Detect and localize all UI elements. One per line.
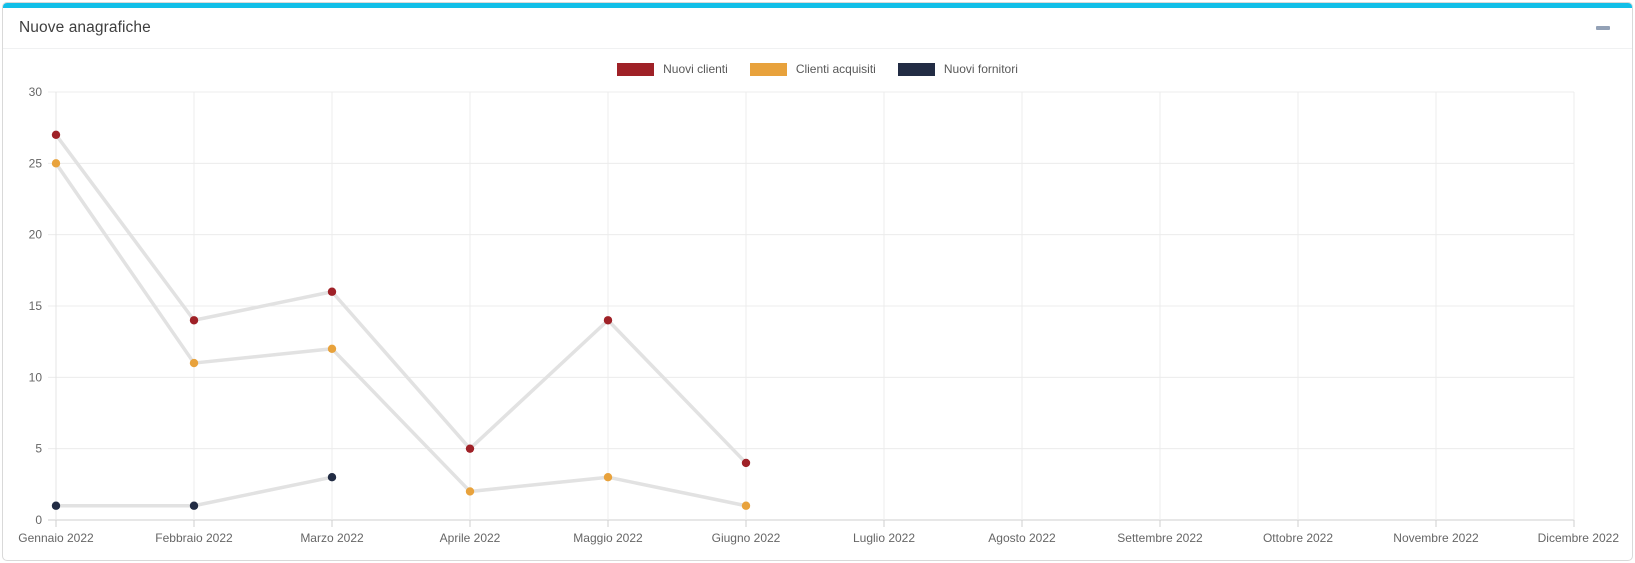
series-line-segment xyxy=(54,161,196,365)
data-point[interactable] xyxy=(465,487,475,496)
series-line-segment xyxy=(606,318,748,465)
legend-label: Nuovi fornitori xyxy=(943,62,1018,76)
x-axis-label: Dicembre 2022 xyxy=(1538,531,1620,545)
y-axis-tick-label: 10 xyxy=(29,370,43,384)
legend-item[interactable]: Clienti acquisiti xyxy=(749,62,876,76)
data-point[interactable] xyxy=(189,358,199,368)
y-axis-tick-label: 30 xyxy=(29,85,43,99)
series-line-segment xyxy=(606,475,748,508)
chart-canvas: 0 5 10 15 20 25 30 Gennaio 2022 Febbraio 2022 Mar… xyxy=(18,85,1620,545)
x-axis-label: Ottobre 2022 xyxy=(1263,531,1333,545)
minimize-dash-icon xyxy=(1596,26,1610,30)
collapse-panel-button[interactable] xyxy=(1592,22,1614,34)
data-point[interactable] xyxy=(51,501,61,510)
x-axis-label: Settembre 2022 xyxy=(1117,531,1203,545)
legend-label: Clienti acquisiti xyxy=(795,62,876,76)
series-line-segment xyxy=(330,289,472,451)
panel-header: Nuove anagrafiche xyxy=(3,8,1632,49)
data-point[interactable] xyxy=(189,316,199,325)
data-point[interactable] xyxy=(51,159,61,168)
x-axis-label: Agosto 2022 xyxy=(988,531,1056,545)
line-chart: Nuovi clienti Clienti acquisiti Nuovi forn… xyxy=(3,49,1632,559)
legend-swatch xyxy=(897,62,935,76)
legend-swatch xyxy=(749,62,787,76)
data-point[interactable] xyxy=(603,316,613,325)
y-axis-tick-label: 5 xyxy=(35,442,42,456)
y-axis-tick-label: 20 xyxy=(29,228,43,242)
x-axis-label: Luglio 2022 xyxy=(853,531,915,545)
series-line-segment xyxy=(192,475,334,508)
data-point[interactable] xyxy=(603,473,613,482)
series-line-segment xyxy=(192,289,334,323)
panel-title: Nuove anagrafiche xyxy=(19,19,151,36)
y-axis-tick-label: 15 xyxy=(29,299,43,313)
data-point[interactable] xyxy=(741,458,751,468)
data-point[interactable] xyxy=(327,473,337,482)
data-point[interactable] xyxy=(465,444,475,453)
legend-item[interactable]: Nuovi fornitori xyxy=(897,62,1018,76)
series-line-segment xyxy=(54,133,196,323)
y-axis-tick-label: 25 xyxy=(29,156,43,170)
series-line-segment xyxy=(468,475,610,494)
data-point[interactable] xyxy=(189,501,199,510)
data-point[interactable] xyxy=(327,344,337,353)
y-axis-tick-label: 0 xyxy=(35,513,42,527)
x-axis-label: Novembre 2022 xyxy=(1393,531,1479,545)
x-axis-label: Gennaio 2022 xyxy=(18,531,94,545)
data-point[interactable] xyxy=(51,130,61,139)
series-line-segment xyxy=(330,347,472,494)
panel-accent-bar xyxy=(3,3,1632,8)
legend-item[interactable]: Nuovi clienti xyxy=(617,62,728,76)
data-point[interactable] xyxy=(741,501,751,510)
series-line-segment xyxy=(192,347,334,365)
x-axis-label: Febbraio 2022 xyxy=(155,531,233,545)
series-line-segment xyxy=(468,318,610,451)
x-axis-label: Marzo 2022 xyxy=(300,531,364,545)
x-axis-label: Maggio 2022 xyxy=(573,531,643,545)
legend-swatch xyxy=(617,62,655,76)
legend-label: Nuovi clienti xyxy=(663,62,728,76)
x-axis-label: Giugno 2022 xyxy=(712,531,781,545)
chart-legend: Nuovi clienti Clienti acquisiti Nuovi forn… xyxy=(3,62,1632,76)
data-point[interactable] xyxy=(327,287,337,296)
x-axis-label: Aprile 2022 xyxy=(440,531,501,545)
